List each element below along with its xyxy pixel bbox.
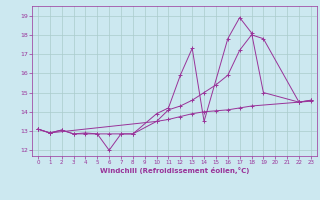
X-axis label: Windchill (Refroidissement éolien,°C): Windchill (Refroidissement éolien,°C): [100, 167, 249, 174]
